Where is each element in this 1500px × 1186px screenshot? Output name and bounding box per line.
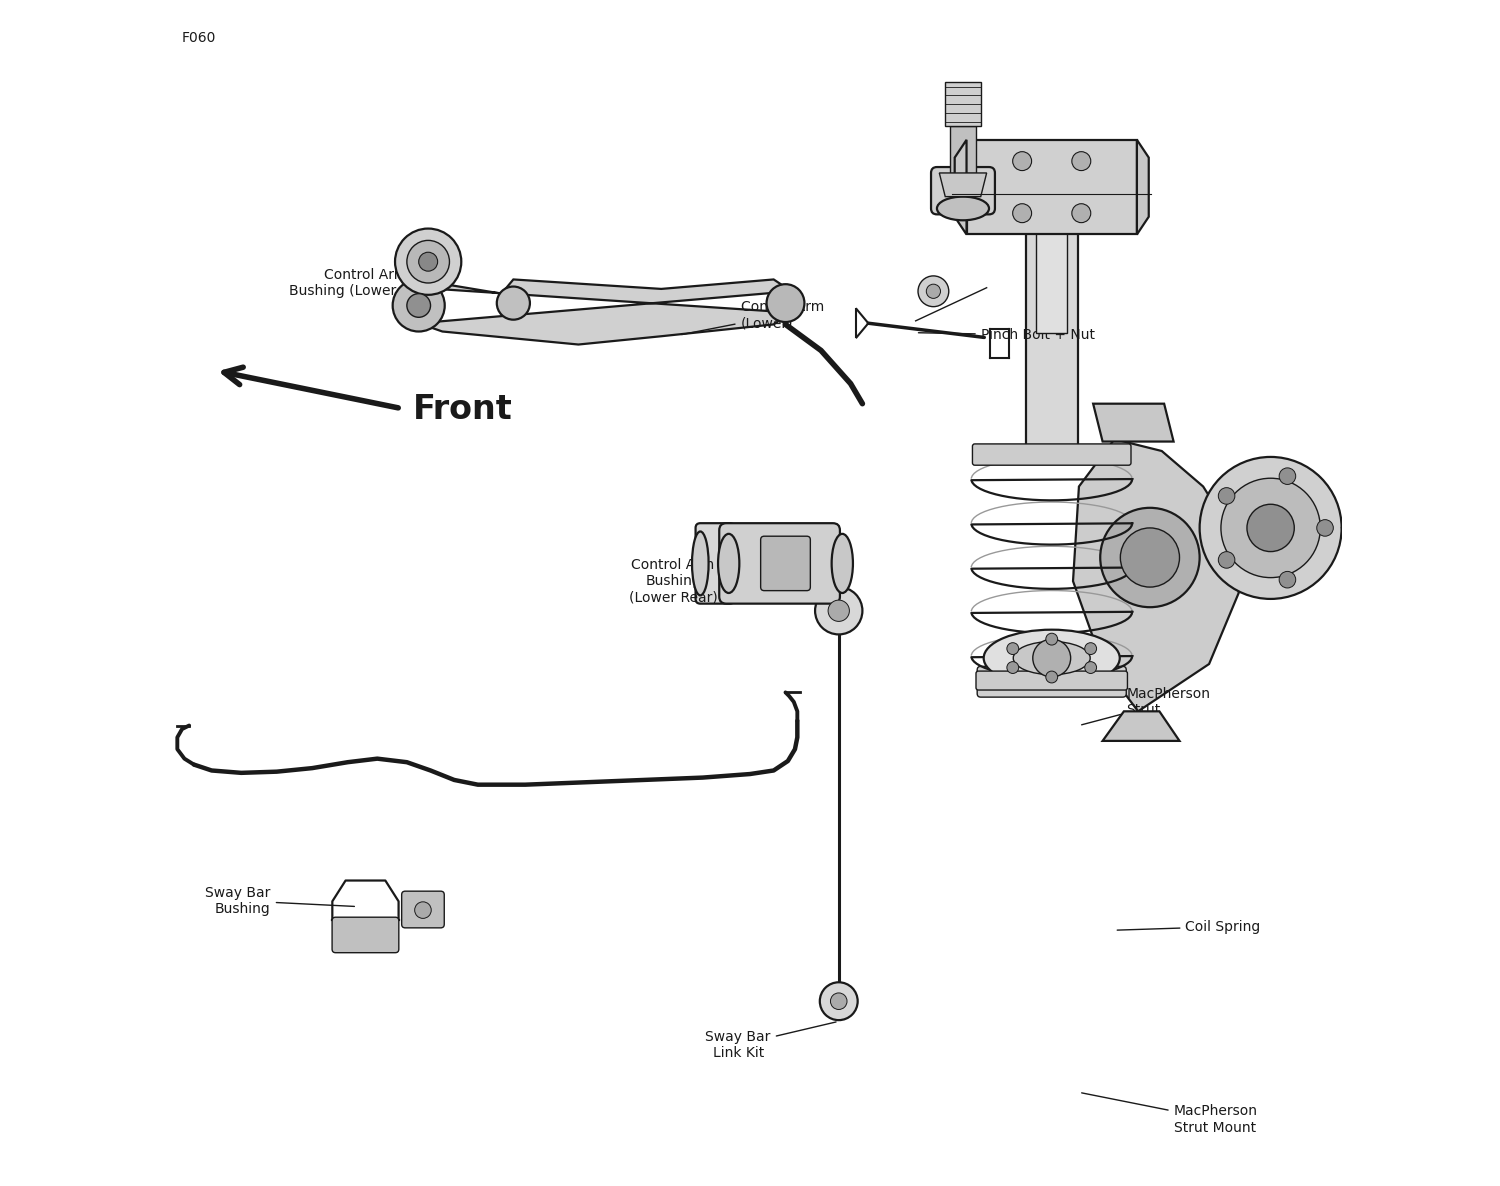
- Circle shape: [419, 253, 438, 272]
- Circle shape: [918, 276, 950, 307]
- Text: Control Arm
Bushing
(Lower Rear): Control Arm Bushing (Lower Rear): [628, 557, 768, 605]
- Polygon shape: [939, 173, 987, 197]
- Polygon shape: [950, 126, 976, 173]
- Circle shape: [1218, 487, 1234, 504]
- Circle shape: [1280, 572, 1296, 588]
- FancyBboxPatch shape: [932, 167, 994, 215]
- Ellipse shape: [831, 534, 854, 593]
- Ellipse shape: [718, 534, 740, 593]
- Circle shape: [1280, 467, 1296, 484]
- Circle shape: [1046, 633, 1058, 645]
- Text: Pinch Bolt + Nut: Pinch Bolt + Nut: [918, 329, 1095, 342]
- Circle shape: [1013, 204, 1032, 223]
- Text: Front: Front: [413, 393, 513, 426]
- FancyBboxPatch shape: [976, 667, 1126, 697]
- Text: Ball Joint
(Lower): Ball Joint (Lower): [978, 191, 1074, 227]
- Circle shape: [821, 982, 858, 1020]
- Circle shape: [1046, 671, 1058, 683]
- FancyBboxPatch shape: [760, 536, 810, 591]
- Circle shape: [393, 280, 444, 332]
- Circle shape: [766, 285, 804, 323]
- Circle shape: [1221, 478, 1320, 578]
- FancyBboxPatch shape: [718, 523, 840, 604]
- Polygon shape: [1072, 439, 1239, 712]
- Circle shape: [1200, 457, 1341, 599]
- FancyBboxPatch shape: [972, 444, 1131, 465]
- Circle shape: [1100, 508, 1200, 607]
- Circle shape: [1034, 639, 1071, 677]
- Text: Coil Spring: Coil Spring: [1118, 919, 1260, 933]
- Polygon shape: [1102, 712, 1179, 741]
- Circle shape: [927, 285, 940, 299]
- FancyBboxPatch shape: [332, 917, 399, 952]
- Text: MacPherson
Strut Mount: MacPherson Strut Mount: [1082, 1092, 1257, 1135]
- Ellipse shape: [984, 630, 1120, 687]
- Polygon shape: [966, 140, 1137, 235]
- Circle shape: [831, 993, 848, 1009]
- Circle shape: [394, 229, 462, 295]
- Circle shape: [1072, 204, 1090, 223]
- Polygon shape: [945, 82, 981, 126]
- Text: Control Arm
(Lower): Control Arm (Lower): [681, 300, 824, 334]
- Circle shape: [1246, 504, 1294, 551]
- Circle shape: [1084, 643, 1096, 655]
- Circle shape: [406, 294, 430, 318]
- Circle shape: [1218, 551, 1234, 568]
- Circle shape: [815, 587, 862, 635]
- Text: MacPherson
Strut: MacPherson Strut: [1082, 687, 1210, 725]
- FancyBboxPatch shape: [976, 671, 1128, 690]
- Polygon shape: [954, 140, 966, 235]
- Text: F060: F060: [182, 31, 216, 45]
- Text: Sway Bar
Link Kit: Sway Bar Link Kit: [705, 1022, 836, 1060]
- Circle shape: [1120, 528, 1179, 587]
- Polygon shape: [419, 280, 792, 344]
- Polygon shape: [1137, 140, 1149, 235]
- Circle shape: [1084, 662, 1096, 674]
- Ellipse shape: [938, 197, 988, 221]
- FancyBboxPatch shape: [696, 523, 735, 604]
- Circle shape: [828, 600, 849, 621]
- Circle shape: [1007, 662, 1019, 674]
- Polygon shape: [1036, 221, 1066, 333]
- Polygon shape: [1026, 221, 1078, 451]
- Circle shape: [1072, 152, 1090, 171]
- Circle shape: [414, 901, 430, 918]
- Circle shape: [496, 287, 530, 320]
- Circle shape: [1007, 643, 1019, 655]
- Ellipse shape: [1014, 642, 1090, 675]
- Circle shape: [1317, 519, 1334, 536]
- Circle shape: [1013, 152, 1032, 171]
- Circle shape: [406, 241, 450, 283]
- Ellipse shape: [692, 531, 708, 595]
- Text: Sway Bar
Bushing: Sway Bar Bushing: [206, 886, 354, 916]
- Text: Control Arm
Bushing (Lower Front): Control Arm Bushing (Lower Front): [290, 262, 441, 298]
- Polygon shape: [1094, 403, 1173, 441]
- FancyBboxPatch shape: [402, 891, 444, 927]
